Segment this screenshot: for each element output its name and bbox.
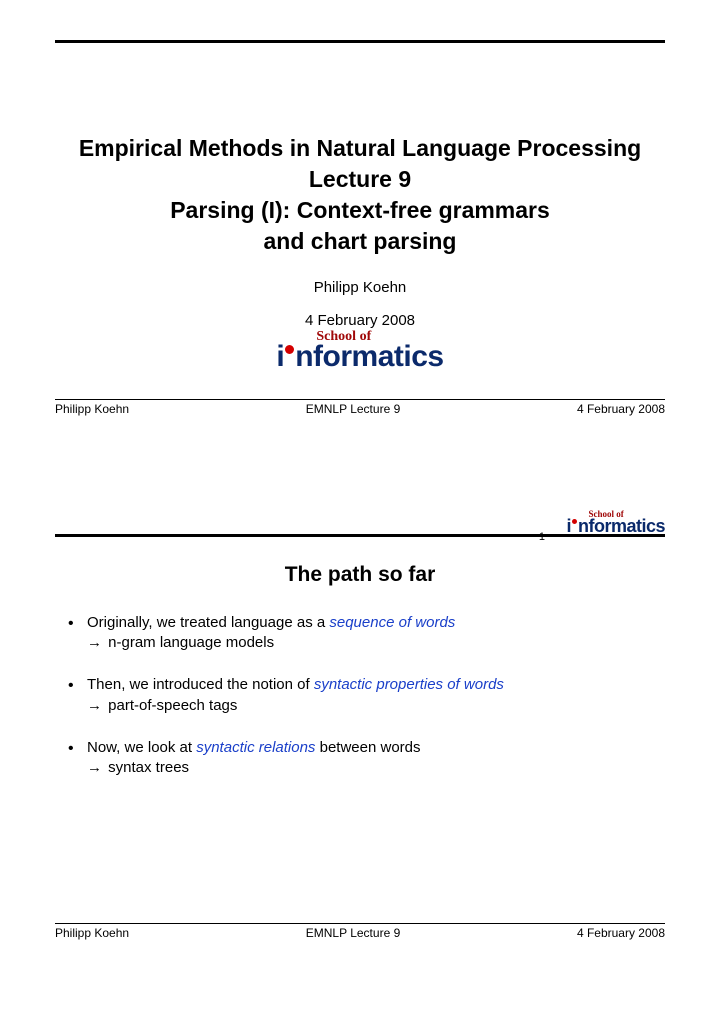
footer: Philipp Koehn EMNLP Lecture 9 4 February…: [55, 402, 665, 416]
logo-word: i nformatics: [276, 344, 443, 370]
bullet-sub: → syntax trees: [87, 758, 665, 778]
bullet-sub-text: part-of-speech tags: [104, 697, 237, 714]
bullet-sub-text: syntax trees: [104, 759, 189, 776]
title-line-4: and chart parsing: [55, 226, 665, 257]
title-line-2: Lecture 9: [55, 164, 665, 195]
corner-logo: School of informatics: [566, 510, 665, 537]
informatics-logo-small-icon: School of informatics: [566, 510, 665, 535]
logo-word-post: nformatics: [295, 344, 443, 370]
slide-2: 1 School of informatics The path so far …: [0, 534, 720, 971]
top-rule-wrap: 1 School of informatics: [55, 534, 665, 537]
bullet-sub-text: n-gram language models: [104, 634, 274, 651]
logo-word-pre-small: i: [566, 518, 571, 534]
arrow-icon: →: [87, 697, 104, 714]
footer-center: EMNLP Lecture 9: [306, 402, 401, 416]
logo-large: School of informatics: [55, 331, 665, 371]
footer-left: Philipp Koehn: [55, 926, 129, 940]
top-rule: [55, 40, 665, 43]
slide-1: Empirical Methods in Natural Language Pr…: [0, 0, 720, 446]
arrow-icon: →: [87, 759, 104, 776]
date: 4 February 2008: [55, 312, 665, 329]
footer-right: 4 February 2008: [577, 402, 665, 416]
bullet-list: Originally, we treated language as a seq…: [65, 613, 665, 779]
logo-word-post-small: nformatics: [578, 518, 665, 534]
bullet-sub: → n-gram language models: [87, 633, 665, 653]
section-title: The path so far: [55, 563, 665, 587]
author: Philipp Koehn: [55, 279, 665, 296]
logo-word-small: i nformatics: [566, 518, 665, 534]
footer-left: Philipp Koehn: [55, 402, 129, 416]
title-line-1: Empirical Methods in Natural Language Pr…: [55, 133, 665, 164]
arrow-icon: →: [87, 634, 104, 651]
logo-dot-small-icon: [572, 519, 577, 524]
footer-2: Philipp Koehn EMNLP Lecture 9 4 February…: [55, 926, 665, 940]
bullet-sub: → part-of-speech tags: [87, 696, 665, 716]
list-item: Then, we introduced the notion of syntac…: [65, 675, 665, 716]
footer-rule: [55, 399, 665, 400]
footer-right: 4 February 2008: [577, 926, 665, 940]
logo-dot-icon: [285, 345, 294, 354]
footer-rule-2: [55, 923, 665, 924]
bullet-em: syntactic properties of words: [314, 676, 504, 693]
list-item: Now, we look at syntactic relations betw…: [65, 738, 665, 779]
logo-word-pre: i: [276, 344, 284, 370]
bullet-em: syntactic relations: [196, 739, 315, 756]
bullet-text-pre: Now, we look at: [87, 739, 196, 756]
footer-center: EMNLP Lecture 9: [306, 926, 401, 940]
bullet-text-pre: Originally, we treated language as a: [87, 614, 329, 631]
page-number: 1: [539, 531, 545, 543]
title-block: Empirical Methods in Natural Language Pr…: [55, 133, 665, 257]
bullet-em: sequence of words: [329, 614, 455, 631]
informatics-logo-icon: School of informatics: [276, 331, 443, 370]
bullet-text-pre: Then, we introduced the notion of: [87, 676, 314, 693]
list-item: Originally, we treated language as a seq…: [65, 613, 665, 654]
document: Empirical Methods in Natural Language Pr…: [0, 0, 720, 970]
title-line-3: Parsing (I): Context-free grammars: [55, 195, 665, 226]
bullet-text-post: between words: [315, 739, 420, 756]
spacer: [55, 800, 665, 895]
